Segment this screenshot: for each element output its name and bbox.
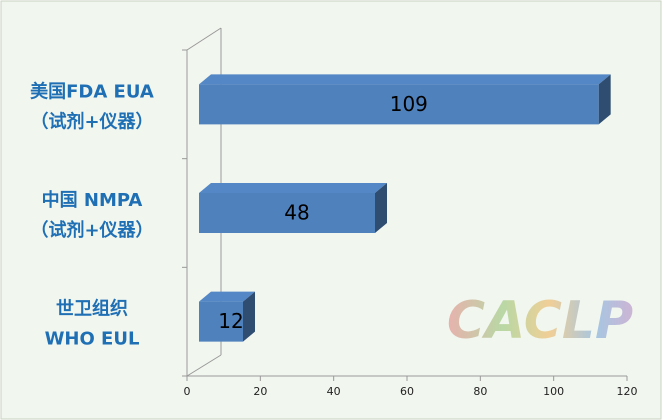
bar-front — [199, 301, 243, 342]
bar-side — [375, 183, 387, 233]
bar-front — [199, 193, 375, 233]
y-tick-label: （试剂+仪器） — [30, 110, 153, 132]
x-tick-label: 40 — [327, 385, 341, 398]
bar-side — [243, 291, 255, 342]
value-label: 48 — [284, 201, 309, 225]
value-label: 109 — [390, 92, 428, 116]
y-tick-label: WHO EUL — [45, 329, 140, 350]
watermark: CACLP — [447, 291, 633, 351]
bar-top — [199, 291, 255, 302]
x-tick-label: 60 — [400, 385, 414, 398]
x-tick-label: 20 — [253, 385, 267, 398]
bar-front — [199, 84, 599, 125]
y-tick-label: 世卫组织 — [56, 298, 128, 320]
bar-top — [199, 74, 611, 85]
value-label: 12 — [218, 309, 243, 333]
bar-side — [598, 74, 611, 125]
bar — [199, 183, 387, 233]
x-tick-label: 80 — [473, 385, 487, 398]
bar — [199, 74, 611, 125]
x-tick-label: 100 — [543, 385, 564, 398]
y-tick-label: 中国 NMPA — [42, 189, 143, 211]
y-tick-label: （试剂+仪器） — [30, 219, 153, 241]
bar-top — [199, 183, 387, 193]
x-tick-label: 0 — [184, 385, 191, 398]
y-tick-label: 美国FDA EUA — [30, 80, 154, 102]
x-tick-label: 120 — [617, 385, 638, 398]
bar — [199, 291, 255, 342]
